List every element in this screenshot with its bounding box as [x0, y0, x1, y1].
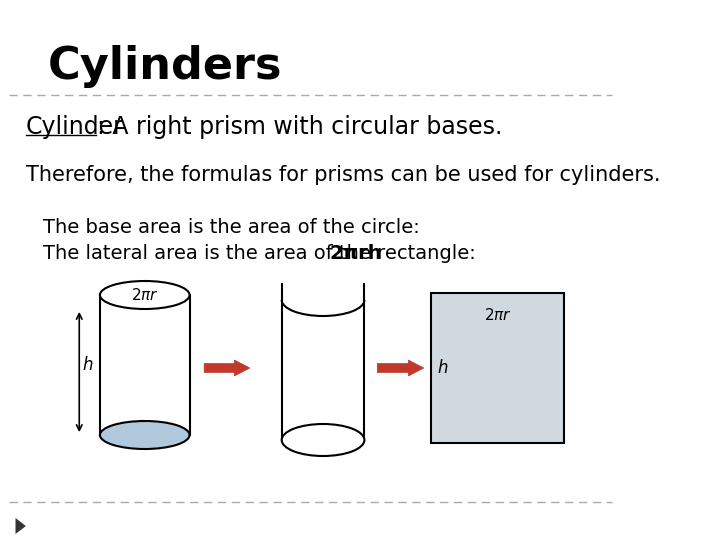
- Text: The lateral area is the area of the rectangle:: The lateral area is the area of the rect…: [43, 244, 482, 263]
- Bar: [431, 293, 564, 443]
- Ellipse shape: [282, 424, 364, 456]
- Polygon shape: [279, 282, 367, 300]
- Text: : A right prism with circular bases.: : A right prism with circular bases.: [97, 115, 503, 139]
- Polygon shape: [204, 360, 250, 376]
- Polygon shape: [100, 295, 189, 435]
- Polygon shape: [377, 360, 424, 376]
- Text: $2\pi r$: $2\pi r$: [131, 287, 158, 303]
- Text: h: h: [83, 356, 93, 374]
- Ellipse shape: [100, 281, 189, 309]
- Polygon shape: [282, 300, 364, 440]
- Text: Cylinder: Cylinder: [26, 115, 124, 139]
- Text: $2\pi r$: $2\pi r$: [484, 307, 511, 323]
- Text: h: h: [438, 359, 448, 377]
- Ellipse shape: [282, 284, 364, 316]
- Ellipse shape: [100, 421, 189, 449]
- Text: Cylinders: Cylinders: [48, 45, 282, 88]
- Polygon shape: [16, 518, 26, 534]
- Text: 2πrh: 2πrh: [329, 244, 382, 263]
- Text: The base area is the area of the circle:: The base area is the area of the circle:: [43, 218, 420, 237]
- Text: Therefore, the formulas for prisms can be used for cylinders.: Therefore, the formulas for prisms can b…: [26, 165, 660, 185]
